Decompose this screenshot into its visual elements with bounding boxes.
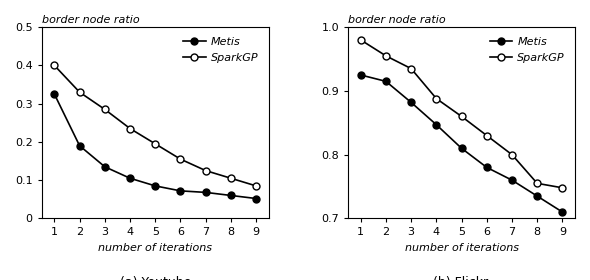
Legend: Metis, SparkGP: Metis, SparkGP: [179, 33, 263, 67]
Line: Metis: Metis: [357, 71, 566, 216]
Text: border node ratio: border node ratio: [348, 15, 445, 25]
SparkGP: [76, 90, 83, 94]
SparkGP: [533, 182, 540, 185]
SparkGP: [126, 127, 133, 130]
Metis: [433, 123, 440, 126]
Metis: [253, 197, 260, 200]
SparkGP: [202, 169, 209, 172]
Line: SparkGP: SparkGP: [357, 36, 566, 191]
SparkGP: [51, 64, 58, 67]
Metis: [202, 191, 209, 194]
Text: border node ratio: border node ratio: [42, 15, 139, 25]
SparkGP: [433, 97, 440, 100]
SparkGP: [509, 153, 516, 156]
Metis: [483, 166, 490, 169]
Text: (b) Flickr.: (b) Flickr.: [432, 276, 490, 280]
SparkGP: [227, 177, 234, 180]
SparkGP: [559, 186, 566, 190]
Metis: [51, 92, 58, 96]
Metis: [76, 144, 83, 147]
Metis: [227, 194, 234, 197]
SparkGP: [357, 38, 364, 42]
Metis: [509, 178, 516, 182]
Legend: Metis, SparkGP: Metis, SparkGP: [485, 33, 569, 67]
Metis: [533, 194, 540, 198]
SparkGP: [152, 142, 159, 146]
Metis: [101, 165, 109, 169]
Text: (a) Youtube: (a) Youtube: [120, 276, 191, 280]
SparkGP: [253, 184, 260, 188]
X-axis label: number of iterations: number of iterations: [98, 243, 212, 253]
Line: SparkGP: SparkGP: [51, 62, 260, 189]
Metis: [152, 184, 159, 188]
Metis: [458, 147, 465, 150]
Metis: [357, 73, 364, 77]
Metis: [126, 177, 133, 180]
SparkGP: [483, 134, 490, 137]
Metis: [559, 210, 566, 214]
SparkGP: [458, 115, 465, 118]
SparkGP: [177, 157, 184, 161]
Metis: [382, 80, 389, 83]
X-axis label: number of iterations: number of iterations: [405, 243, 519, 253]
SparkGP: [382, 54, 389, 57]
SparkGP: [408, 67, 415, 70]
Metis: [177, 189, 184, 193]
Line: Metis: Metis: [51, 91, 260, 202]
SparkGP: [101, 108, 109, 111]
Metis: [408, 101, 415, 104]
